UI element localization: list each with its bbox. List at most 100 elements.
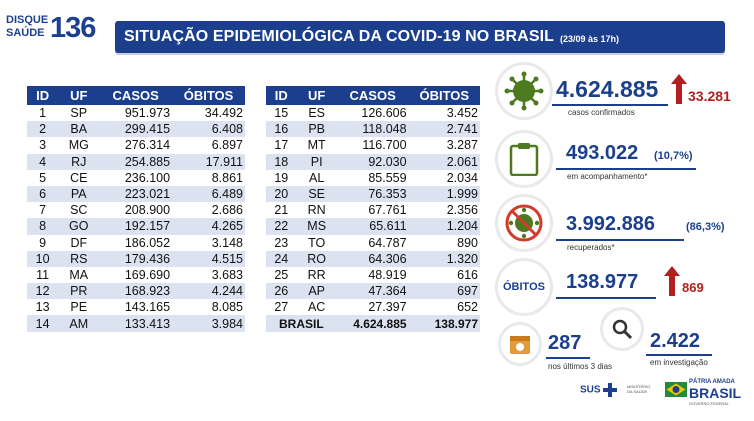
cell-obitos: 3.452 <box>446 106 478 121</box>
governo-text: GOVERNO FEDERAL <box>689 401 730 406</box>
total-casos: 4.624.885 <box>336 315 409 332</box>
table-row: 3 MG 276.314 6.897 <box>27 137 245 153</box>
cell-uf: ES <box>308 106 325 121</box>
cell-casos: 208.900 <box>124 203 171 218</box>
table-row: 7 SC 208.900 2.686 <box>27 202 245 218</box>
cell-casos: 168.923 <box>99 283 173 300</box>
cell-casos: 118.048 <box>336 121 409 138</box>
cell-casos: 951.973 <box>124 106 171 121</box>
cell-casos: 169.690 <box>124 267 171 282</box>
cell-id: 10 <box>27 250 59 267</box>
cell-id: 5 <box>39 170 47 185</box>
cell-uf: MS <box>296 218 337 235</box>
cell-id: 15 <box>274 106 289 121</box>
deaths-value: 138.977 <box>566 271 639 293</box>
table-row: 8 GO 192.157 4.265 <box>27 218 245 235</box>
cell-obitos: 652 <box>457 300 478 315</box>
table-row: 19 AL 85.559 2.034 <box>266 170 480 186</box>
cell-uf: PE <box>70 300 88 315</box>
cell-obitos: 1.204 <box>408 218 480 235</box>
logo-line2: SAÚDE <box>6 27 45 39</box>
cell-casos: 133.413 <box>99 315 173 332</box>
table-row: 23 TO 64.787 890 <box>266 235 480 251</box>
cell-id: 4 <box>27 153 59 170</box>
cross-icon <box>603 383 618 397</box>
cell-casos: 236.100 <box>124 170 171 185</box>
table-row: 16 PB 118.048 2.741 <box>266 121 480 138</box>
table-row: 10 RS 179.436 4.515 <box>27 250 245 267</box>
cell-uf: MG <box>68 138 89 153</box>
cell-id: 16 <box>266 121 297 138</box>
cell-id: 18 <box>266 153 297 170</box>
cell-id: 27 <box>274 300 289 315</box>
cell-uf: AL <box>309 170 325 185</box>
cell-casos: 254.885 <box>99 153 173 170</box>
col-obitos: ÓBITOS <box>408 86 480 105</box>
cell-casos: 76.353 <box>336 185 409 203</box>
recovered-circle <box>495 194 553 252</box>
cell-id: 2 <box>27 121 59 138</box>
cell-obitos: 4.244 <box>172 283 245 300</box>
cell-obitos: 697 <box>408 283 480 300</box>
divider <box>556 168 696 170</box>
cell-uf: SC <box>70 203 88 218</box>
cell-casos: 48.919 <box>368 267 407 282</box>
cell-obitos: 3.984 <box>172 315 245 332</box>
table-row: 4 RJ 254.885 17.911 <box>27 153 245 170</box>
cell-casos: 192.157 <box>99 218 173 235</box>
cell-obitos: 4.265 <box>172 218 245 235</box>
follow-up-value: 493.022 <box>566 142 639 164</box>
cell-obitos: 890 <box>457 235 478 250</box>
cell-obitos: 34.492 <box>204 106 243 121</box>
cell-obitos: 1.999 <box>408 185 480 203</box>
page-title: SITUAÇÃO EPIDEMIOLÓGICA DA COVID-19 NO B… <box>124 28 555 45</box>
cell-id: 9 <box>39 235 47 250</box>
divider <box>556 297 656 299</box>
cell-casos: 64.306 <box>336 250 409 267</box>
magnifier-icon <box>612 319 633 340</box>
divider <box>552 104 668 106</box>
follow-up-label: em acompanhamento* <box>567 172 648 181</box>
cell-obitos: 17.911 <box>172 153 245 170</box>
cell-uf: BA <box>58 121 100 138</box>
cell-id: 17 <box>274 138 289 153</box>
cell-id: 23 <box>274 235 289 250</box>
confirmed-value: 4.624.885 <box>556 76 659 102</box>
divider <box>646 354 712 356</box>
table-header-row: ID UF CASOS ÓBITOS <box>27 86 245 105</box>
recovered-label: recuperados* <box>567 243 615 252</box>
table-row: 24 RO 64.306 1.320 <box>266 250 480 267</box>
confirmed-delta: 33.281 <box>688 88 731 104</box>
cell-obitos: 8.861 <box>211 170 243 185</box>
recent-label: nos últimos 3 dias <box>548 362 613 371</box>
states-table-left: ID UF CASOS ÓBITOS 1 SP 951.973 34.492 2 BA 29… <box>27 86 245 332</box>
cell-uf: SE <box>296 185 337 203</box>
confirmed-circle <box>495 62 553 120</box>
cell-obitos: 2.356 <box>446 203 478 218</box>
cell-obitos: 8.085 <box>211 300 243 315</box>
cell-casos: 116.700 <box>362 138 407 153</box>
confirmed-label: casos confirmados <box>568 108 635 117</box>
ministerio-label: MINISTÉRIO DA SAÚDE <box>627 384 651 394</box>
cell-casos: 179.436 <box>99 250 173 267</box>
cell-id: 22 <box>266 218 297 235</box>
cell-uf: MT <box>307 138 326 153</box>
table-row: 26 AP 47.364 697 <box>266 283 480 300</box>
follow-up-pct: (10,7%) <box>654 150 693 162</box>
cell-uf: PI <box>296 153 337 170</box>
cell-casos: 186.052 <box>124 235 171 250</box>
col-uf: UF <box>58 86 100 105</box>
cell-id: 1 <box>39 106 47 121</box>
deaths-delta: 869 <box>682 280 704 295</box>
cell-casos: 92.030 <box>336 153 409 170</box>
cell-obitos: 616 <box>457 267 478 282</box>
cell-uf: PB <box>296 121 337 138</box>
cell-uf: PA <box>58 185 100 203</box>
table-row: 12 PR 168.923 4.244 <box>27 283 245 300</box>
deaths-circle: ÓBITOS <box>495 258 553 316</box>
table-row: 14 AM 133.413 3.984 <box>27 315 245 332</box>
divider <box>546 357 590 359</box>
cell-id: 24 <box>266 250 297 267</box>
cell-obitos: 2.741 <box>408 121 480 138</box>
clipboard-icon <box>509 143 539 176</box>
